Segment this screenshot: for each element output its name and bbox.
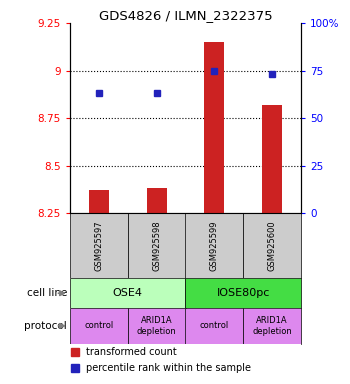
Bar	[70, 278, 186, 308]
Bar	[70, 308, 128, 344]
Bar	[262, 105, 282, 213]
Text: ARID1A
depletion: ARID1A depletion	[137, 316, 176, 336]
Bar	[70, 213, 128, 278]
Text: ARID1A
depletion: ARID1A depletion	[252, 316, 292, 336]
Bar	[128, 213, 186, 278]
Text: cell line: cell line	[27, 288, 67, 298]
Bar	[186, 308, 243, 344]
Bar	[243, 213, 301, 278]
Bar	[147, 188, 167, 213]
Text: IOSE80pc: IOSE80pc	[217, 288, 270, 298]
Text: GSM925597: GSM925597	[94, 220, 103, 271]
Text: GSM925599: GSM925599	[210, 220, 219, 271]
Bar	[186, 278, 301, 308]
Text: protocol: protocol	[25, 321, 67, 331]
Bar	[204, 42, 224, 213]
Text: transformed count: transformed count	[86, 347, 177, 357]
Text: GSM925598: GSM925598	[152, 220, 161, 271]
Bar	[89, 190, 109, 213]
Text: GSM925600: GSM925600	[268, 220, 276, 271]
Text: control: control	[84, 321, 113, 330]
Title: GDS4826 / ILMN_2322375: GDS4826 / ILMN_2322375	[99, 9, 272, 22]
Bar	[186, 213, 243, 278]
Bar	[243, 308, 301, 344]
Text: percentile rank within the sample: percentile rank within the sample	[86, 363, 251, 373]
Text: OSE4: OSE4	[113, 288, 143, 298]
Text: control: control	[200, 321, 229, 330]
Bar	[128, 308, 186, 344]
